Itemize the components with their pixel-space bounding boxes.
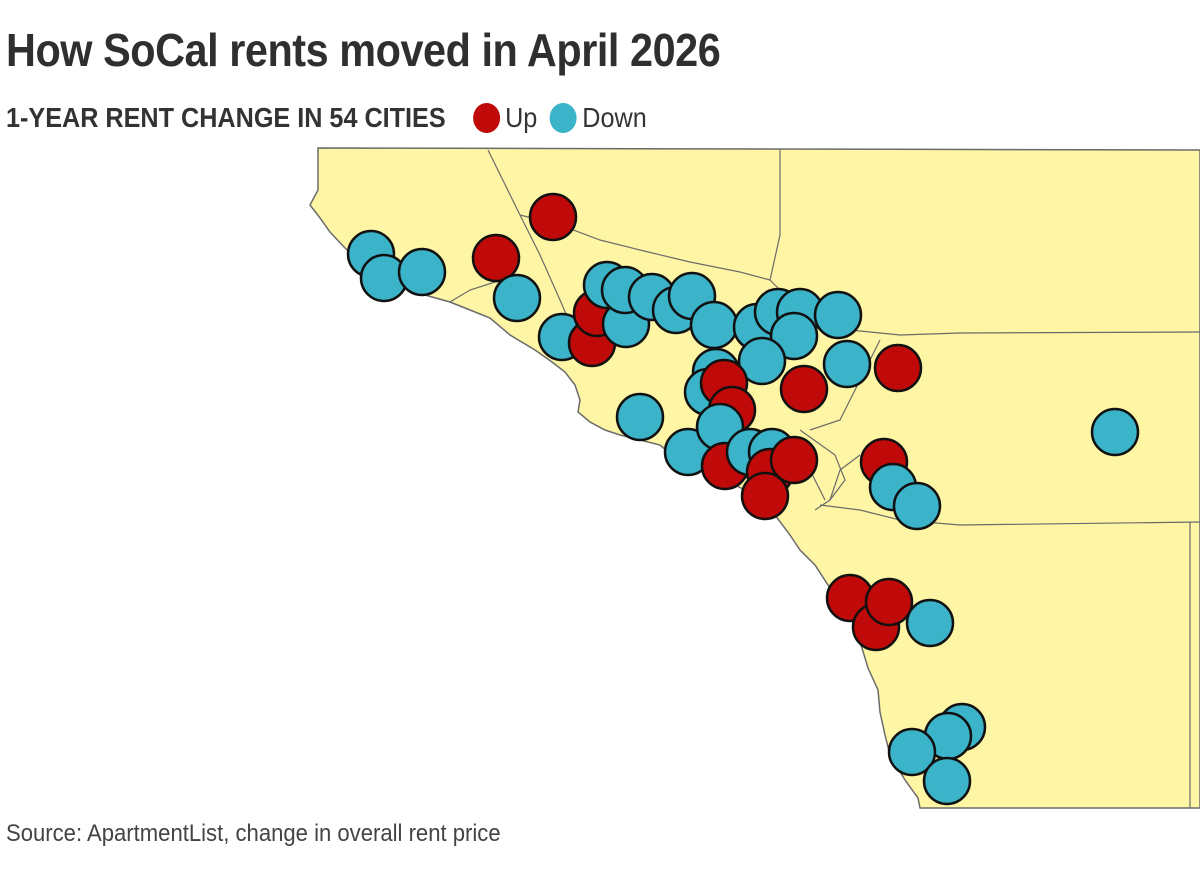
city-marker-up xyxy=(528,192,578,242)
legend-item-down: Down xyxy=(549,102,647,134)
city-marker-down xyxy=(887,727,937,777)
city-marker-down xyxy=(1090,407,1140,457)
city-marker-down xyxy=(922,756,972,806)
city-marker-up xyxy=(864,577,914,627)
chart-title: How SoCal rents moved in April 2026 xyxy=(6,24,721,76)
city-marker-up xyxy=(873,343,923,393)
county-border-orange-riverside xyxy=(799,429,846,511)
city-marker-up xyxy=(471,233,521,283)
legend-swatch-up xyxy=(472,103,500,133)
city-marker-down xyxy=(689,300,739,350)
socal-map xyxy=(309,147,1200,809)
city-marker-down xyxy=(615,392,665,442)
city-marker-up xyxy=(740,471,790,521)
city-marker-up xyxy=(769,435,819,485)
legend-label-up: Up xyxy=(505,102,538,133)
chart-subtitle: 1-YEAR RENT CHANGE IN 54 CITIES xyxy=(6,102,446,133)
city-marker-down xyxy=(905,598,955,648)
city-marker-down xyxy=(737,336,787,386)
city-marker-down xyxy=(892,481,942,531)
city-marker-down xyxy=(769,311,819,361)
county-border-kern-sb xyxy=(739,150,781,281)
source-note: Source: ApartmentList, change in overall… xyxy=(6,820,501,847)
city-marker-down xyxy=(822,339,872,389)
subtitle-row: 1-YEAR RENT CHANGE IN 54 CITIES Up Down xyxy=(6,100,659,136)
legend-label-down: Down xyxy=(582,102,647,133)
county-border-sb-ventura xyxy=(487,149,561,301)
county-border-central xyxy=(829,454,861,501)
legend-item-up: Up xyxy=(472,102,538,134)
city-marker-down xyxy=(397,247,447,297)
city-markers xyxy=(346,192,1140,806)
city-marker-up xyxy=(779,364,829,414)
legend-swatch-down xyxy=(549,103,577,133)
city-marker-down xyxy=(813,290,863,340)
city-marker-down xyxy=(492,273,542,323)
